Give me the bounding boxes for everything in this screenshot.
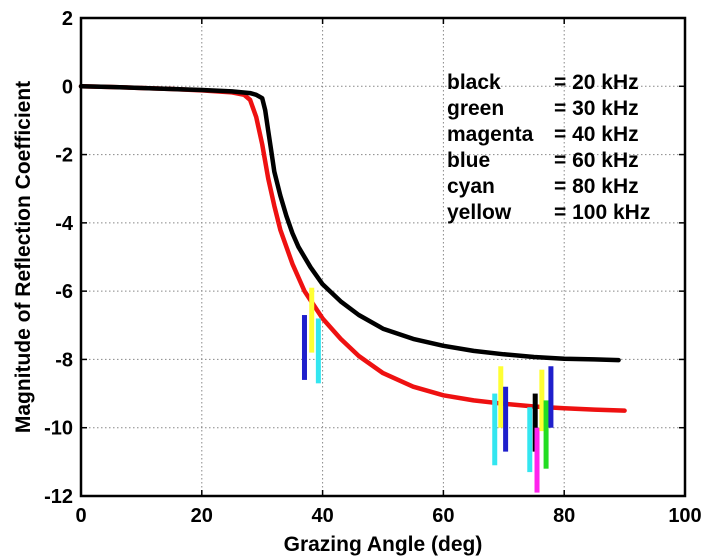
legend-entry-name: magenta	[447, 123, 534, 146]
grid	[81, 18, 685, 496]
measurement-bar	[301, 315, 307, 380]
x-tick-label: 60	[432, 505, 454, 527]
measurement-bar	[527, 407, 533, 473]
y-tick-label: -8	[55, 349, 73, 371]
y-tick-label: -4	[55, 213, 74, 235]
measurement-bar	[534, 427, 540, 493]
legend-entry-name: blue	[447, 149, 490, 172]
legend-entry-value: = 100 kHz	[554, 201, 650, 224]
legend-entry-name: yellow	[447, 201, 512, 224]
x-tick-label: 80	[553, 505, 575, 527]
legend: black = 20 kHz green = 30 kHz magenta = 40 kH…	[447, 71, 650, 224]
legend-entry-name: green	[447, 97, 504, 120]
x-tick-label: 40	[311, 505, 333, 527]
y-tick-label: -2	[55, 145, 73, 167]
y-tick-label: -12	[44, 486, 73, 508]
y-tick-label: -6	[55, 281, 73, 303]
y-tick-label: -10	[44, 418, 73, 440]
legend-entry-name: cyan	[447, 175, 495, 198]
measurement-bar	[543, 400, 549, 469]
measurement-bar	[532, 393, 538, 452]
measurement-bar	[539, 369, 545, 432]
legend-entry-value: = 60 kHz	[554, 149, 639, 172]
y-tick-label: 2	[62, 8, 73, 30]
ticks: 0 20 40 60 80 100 -12 -10 -8 -6 -4 -2 0 2	[44, 8, 702, 527]
legend-entry-value: = 30 kHz	[554, 97, 639, 120]
legend-entry-value: = 20 kHz	[554, 71, 639, 94]
x-tick-label: 100	[668, 505, 701, 527]
measurement-bar	[492, 393, 498, 466]
y-tick-label: 0	[62, 76, 73, 98]
measurement-bar	[498, 366, 504, 428]
measurement-bar	[548, 366, 554, 428]
series-line	[78, 84, 621, 363]
measurement-bars	[301, 287, 554, 493]
measurement-bar	[503, 386, 509, 452]
x-tick-label: 20	[191, 505, 213, 527]
measurement-bar	[309, 287, 315, 353]
x-axis-label: Grazing Angle (deg)	[284, 533, 483, 556]
measurement-bar	[315, 318, 321, 384]
y-axis-label: Magnitude of Reflection Coefficient	[12, 81, 35, 433]
legend-entry-value: = 40 kHz	[554, 123, 639, 146]
x-tick-label: 0	[75, 505, 86, 527]
legend-entry-name: black	[447, 71, 501, 94]
legend-entry-value: = 80 kHz	[554, 175, 639, 198]
plot-frame	[79, 16, 687, 498]
